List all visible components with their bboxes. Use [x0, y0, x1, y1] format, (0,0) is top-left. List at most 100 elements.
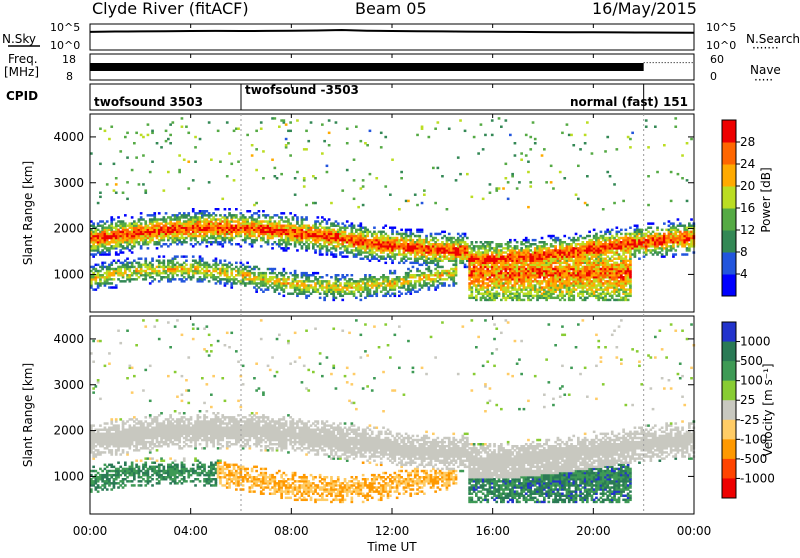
- echo-cell: [142, 183, 145, 185]
- echo-cell: [489, 299, 492, 301]
- echo-cell: [194, 233, 197, 235]
- echo-cell: [495, 282, 498, 284]
- echo-cell: [129, 266, 132, 268]
- echo-cell: [160, 276, 163, 278]
- echo-cell: [534, 262, 537, 264]
- echo-cell: [450, 237, 453, 239]
- echo-cell: [369, 241, 372, 243]
- echo-cell: [414, 255, 417, 257]
- echo-cell: [278, 282, 281, 284]
- echo-cell: [262, 150, 265, 152]
- echo-cell: [326, 165, 329, 167]
- echo-cell: [375, 253, 378, 255]
- echo-cell: [346, 255, 349, 257]
- echo-cell: [568, 291, 571, 293]
- echo-cell: [593, 255, 596, 257]
- echo-cell: [430, 274, 433, 276]
- echo-cell: [484, 291, 487, 293]
- echo-cell: [602, 245, 605, 247]
- echo-cell: [310, 121, 313, 123]
- echo-cell: [373, 233, 376, 235]
- echo-cell: [491, 278, 494, 280]
- echo-cell: [163, 189, 166, 191]
- echo-cell: [167, 229, 170, 231]
- echo-cell: [446, 239, 449, 241]
- echo-cell: [163, 262, 166, 264]
- echo-cell: [149, 268, 152, 270]
- echo-cell: [187, 229, 190, 231]
- echo-cell: [249, 233, 252, 235]
- echo-cell: [554, 241, 557, 243]
- echo-cell: [226, 175, 229, 177]
- echo-cell: [384, 233, 387, 235]
- echo-cell: [502, 247, 505, 249]
- echo-cell: [178, 239, 181, 241]
- echo-cell: [586, 251, 589, 253]
- echo-cell: [192, 216, 195, 218]
- echo-cell: [439, 255, 442, 257]
- echo-cell: [339, 247, 342, 249]
- echo-cell: [97, 284, 100, 286]
- echo-cell: [457, 249, 460, 251]
- echo-cell: [101, 229, 104, 231]
- echo-cell: [523, 293, 526, 295]
- echo-cell: [167, 245, 170, 247]
- echo-cell: [144, 189, 147, 191]
- echo-cell: [133, 235, 136, 237]
- echo-cell: [217, 235, 220, 237]
- echo-cell: [548, 272, 551, 274]
- echo-cell: [357, 282, 360, 284]
- echo-cell: [276, 177, 279, 179]
- echo-cell: [305, 218, 308, 220]
- echo-cell: [165, 218, 168, 220]
- echo-cell: [274, 117, 277, 119]
- echo-cell: [255, 148, 258, 150]
- echo-cell: [575, 245, 578, 247]
- echo-cell: [588, 295, 591, 297]
- echo-cell: [224, 284, 227, 286]
- echo-cell: [511, 272, 514, 274]
- echo-cell: [140, 266, 143, 268]
- echo-cell: [511, 274, 514, 276]
- echo-cell: [554, 297, 557, 299]
- echo-cell: [394, 278, 397, 280]
- echo-cell: [382, 251, 385, 253]
- echo-cell: [459, 262, 462, 264]
- echo-cell: [432, 243, 435, 245]
- echo-cell: [384, 225, 387, 227]
- echo-cell: [579, 258, 582, 260]
- echo-cell: [457, 251, 460, 253]
- echo-cell: [346, 220, 349, 222]
- echo-cell: [484, 255, 487, 257]
- echo-cell: [337, 274, 340, 276]
- echo-cell: [131, 216, 134, 218]
- echo-cell: [489, 274, 492, 276]
- echo-cell: [366, 255, 369, 257]
- echo-cell: [280, 216, 283, 218]
- echo-cell: [423, 189, 426, 191]
- echo-cell: [373, 258, 376, 260]
- echo-cell: [294, 288, 297, 290]
- echo-cell: [439, 266, 442, 268]
- echo-cell: [156, 247, 159, 249]
- echo-cell: [380, 233, 383, 235]
- echo-cell: [520, 255, 523, 257]
- echo-cell: [495, 189, 498, 191]
- echo-cell: [509, 282, 512, 284]
- echo-cell: [355, 241, 358, 243]
- echo-cell: [550, 249, 553, 251]
- echo-cell: [597, 239, 600, 241]
- echo-cell: [212, 264, 215, 266]
- echo-cell: [384, 276, 387, 278]
- echo-cell: [412, 245, 415, 247]
- echo-cell: [505, 286, 508, 288]
- echo-cell: [269, 233, 272, 235]
- echo-cell: [226, 268, 229, 270]
- echo-cell: [443, 245, 446, 247]
- echo-cell: [339, 282, 342, 284]
- search-noise-tick-top: 10^5: [706, 21, 736, 34]
- echo-cell: [568, 274, 571, 276]
- echo-cell: [255, 239, 258, 241]
- echo-cell: [455, 258, 458, 260]
- echo-cell: [203, 262, 206, 264]
